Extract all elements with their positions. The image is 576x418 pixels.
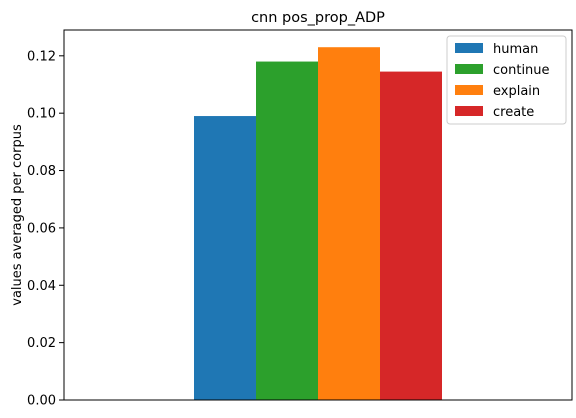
legend-box — [446, 35, 567, 125]
y-tick-label: 0.02 — [27, 336, 56, 351]
y-tick-label: 0.10 — [27, 107, 56, 122]
legend-label-create: create — [493, 105, 534, 120]
bar-explain — [318, 47, 380, 401]
bar-continue — [256, 61, 318, 401]
legend-swatch-human — [455, 43, 483, 53]
y-tick-label: 0.08 — [27, 164, 56, 179]
y-tick-label: 0.06 — [27, 221, 56, 236]
y-axis-label: values averaged per corpus — [10, 124, 25, 306]
legend-swatch-explain — [455, 85, 483, 95]
y-tick-label: 0.00 — [27, 394, 56, 409]
legend-swatch-continue — [455, 64, 483, 74]
bar-create — [380, 71, 442, 401]
legend: human continue explain create — [446, 35, 567, 125]
chart-title: cnn pos_prop_ADP — [251, 10, 385, 26]
y-tick-label: 0.04 — [27, 279, 56, 294]
legend-label-explain: explain — [493, 84, 540, 99]
legend-swatch-create — [455, 106, 483, 116]
y-axis: 0.00 0.02 0.04 0.06 0.08 0.10 0.12 — [27, 49, 64, 409]
legend-label-continue: continue — [493, 63, 550, 78]
bar-human — [194, 116, 256, 400]
bars-group — [194, 47, 442, 401]
plot-frame — [63, 29, 573, 401]
y-tick-label: 0.12 — [27, 49, 56, 64]
legend-label-human: human — [493, 42, 538, 57]
